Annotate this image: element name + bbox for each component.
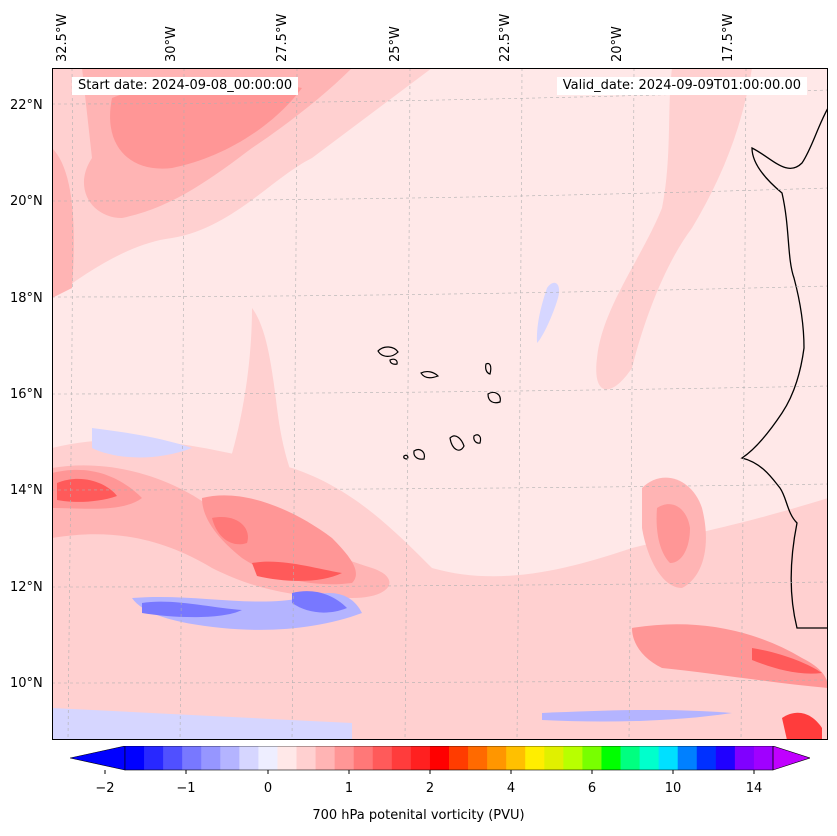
cape-verde-island [413, 448, 425, 460]
colorbar-segment [391, 746, 412, 770]
colorbar-segment [696, 746, 717, 770]
colorbar-segment [410, 746, 431, 770]
pv-corner-core [782, 712, 822, 740]
colorbar-segment [544, 746, 564, 770]
colorbar-segment [563, 746, 583, 770]
colorbar-segment [220, 746, 240, 770]
colorbar-segment [182, 746, 202, 770]
pv-band-mid-core [252, 561, 342, 581]
pv-region-northwest-core [110, 81, 302, 169]
lon-label-17-5w: 17.5°W [721, 13, 736, 62]
pv-negative-core-2 [292, 591, 347, 613]
colorbar-segment [734, 746, 755, 770]
colorbar-segment [525, 746, 545, 770]
colorbar-segment [239, 746, 259, 770]
cb-tick-label: 14 [745, 781, 763, 796]
colorbar-segment [506, 746, 526, 770]
colorbar-border [124, 746, 774, 771]
pv-southeast-core [752, 648, 822, 674]
colorbar-segment [296, 746, 317, 770]
colorbar-segment [601, 746, 622, 770]
cape-verde-island [420, 370, 440, 379]
colorbar-extend-high [772, 746, 810, 771]
lat-label-12n: 12°N [10, 580, 43, 595]
pv-band-mid-2 [212, 517, 248, 545]
pv-negative-south [52, 708, 352, 740]
lat-label-16n: 16°N [10, 387, 43, 402]
colorbar-segment [277, 746, 298, 770]
colorbar-segment [125, 746, 145, 770]
colorbar-segment [449, 746, 469, 770]
colorbar-segment [639, 746, 660, 770]
cb-tick-label: 10 [664, 781, 682, 796]
cb-tick-label: 1 [344, 781, 354, 796]
cape-verde-island [485, 362, 492, 375]
colorbar-segment [468, 746, 488, 770]
colorbar-segment [163, 746, 183, 770]
lat-label-10n: 10°N [10, 676, 43, 691]
colorbar-extend-low [70, 746, 126, 771]
cb-tick-label: −2 [95, 781, 115, 796]
colorbar-segment [753, 746, 774, 770]
cb-tick-label: 2 [425, 781, 435, 796]
colorbar-title: 700 hPa potenital vorticity (PVU) [312, 808, 525, 823]
colorbar-segment [258, 746, 278, 770]
cb-tick-label: 4 [506, 781, 516, 796]
lat-label-20n: 20°N [10, 194, 43, 209]
cb-tick-label: 0 [263, 781, 273, 796]
colorbar-segment [144, 746, 164, 770]
cb-tick-label: −1 [176, 781, 196, 796]
cape-verde-island [473, 434, 482, 444]
cape-verde-island [487, 391, 501, 404]
lon-label-30w: 30°W [164, 26, 179, 62]
cape-verde-island [377, 346, 399, 357]
valid-date-label: Valid_date: 2024-09-09T01:00:00.00 [556, 77, 807, 95]
colorbar-segment [353, 746, 374, 770]
lon-label-20w: 20°W [610, 26, 625, 62]
lon-label-22-5w: 22.5°W [498, 13, 513, 62]
cb-tick-label: 6 [587, 781, 597, 796]
pv-negative-southeast [542, 709, 732, 722]
colorbar-segment [201, 746, 221, 770]
lon-label-27-5w: 27.5°W [275, 13, 290, 62]
pv-band-east [596, 68, 752, 390]
pv-east-blob-core [656, 504, 690, 563]
pv-band-mid [202, 495, 356, 585]
colorbar-segment [334, 746, 355, 770]
pv-negative-band-core [142, 601, 242, 618]
lat-label-14n: 14°N [10, 483, 43, 498]
colorbar-segment [658, 746, 679, 770]
pv-negative-west [92, 428, 192, 458]
africa-coastline [740, 107, 828, 629]
pv-negative-north [536, 282, 560, 343]
colorbar-segment [582, 746, 602, 770]
colorbar-segment [620, 746, 641, 770]
pv-region-west-edge [52, 148, 74, 298]
lat-label-22n: 22°N [10, 98, 43, 113]
map-canvas [52, 68, 828, 740]
pv-southeast-band [632, 624, 828, 688]
colorbar-segment [372, 746, 393, 770]
pv-band-south-core [57, 478, 117, 502]
lat-label-18n: 18°N [10, 291, 43, 306]
colorbar-segment [487, 746, 507, 770]
colorbar-segment [315, 746, 336, 770]
cape-verde-island [389, 358, 398, 365]
colorbar-segment [715, 746, 736, 770]
cape-verde-island [403, 454, 409, 460]
cape-verde-island [449, 435, 465, 451]
lon-label-25w: 25°W [388, 26, 403, 62]
colorbar [70, 746, 810, 774]
lon-label-32-5w: 32.5°W [55, 13, 70, 62]
colorbar-segment [429, 746, 450, 770]
colorbar-segment [677, 746, 698, 770]
start-date-label: Start date: 2024-09-08_00:00:00 [72, 77, 299, 95]
